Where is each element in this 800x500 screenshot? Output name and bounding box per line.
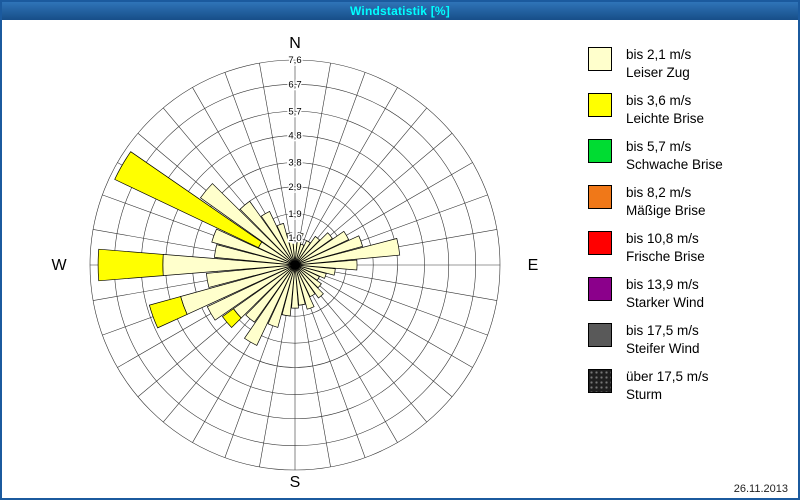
windrose-petal xyxy=(286,232,296,266)
legend-item-8: über 17,5 m/s Sturm xyxy=(588,368,723,404)
legend-speed-range: bis 17,5 m/s xyxy=(626,323,699,338)
legend-speed-range: bis 10,8 m/s xyxy=(626,231,699,246)
windrose-petal xyxy=(294,230,350,266)
windrose-petal xyxy=(292,237,298,266)
ring-tick-label: 7,6 xyxy=(288,55,301,66)
legend: bis 2,1 m/s Leiser Zug bis 3,6 m/s Leichte … xyxy=(588,46,723,414)
windrose-petal xyxy=(206,264,296,321)
ring-tick-label: 4,8 xyxy=(288,131,301,142)
windrose-petal xyxy=(267,264,296,328)
date-label: 26.11.2013 xyxy=(733,483,788,495)
legend-color-swatch xyxy=(588,139,612,163)
windrose-petal xyxy=(114,151,263,249)
grid-spoke xyxy=(259,63,296,266)
legend-label: über 17,5 m/s Sturm xyxy=(626,368,709,404)
legend-wind-name: Frische Brise xyxy=(626,249,705,264)
legend-item-6: bis 13,9 m/s Starker Wind xyxy=(588,276,723,312)
compass-label-n: N xyxy=(289,35,301,52)
ring-tick-label: 2,9 xyxy=(288,182,301,193)
legend-color-swatch xyxy=(588,369,612,393)
windrose-petal xyxy=(294,264,322,289)
windrose-petal xyxy=(199,183,296,266)
windrose-petal xyxy=(214,244,296,266)
windrose-petal xyxy=(97,248,164,282)
compass-label-e: E xyxy=(528,257,539,274)
compass-label-w: W xyxy=(51,257,67,274)
legend-speed-range: bis 13,9 m/s xyxy=(626,277,699,292)
grid-spoke xyxy=(294,87,398,266)
legend-label: bis 17,5 m/s Steifer Wind xyxy=(626,322,700,358)
ring-tick-label: 3,8 xyxy=(288,158,301,169)
ring-tick-label: 1,0 xyxy=(288,233,301,244)
windrose-petal xyxy=(245,264,296,323)
legend-label: bis 3,6 m/s Leichte Brise xyxy=(626,92,704,128)
windrose-petal xyxy=(291,264,299,309)
legend-color-swatch xyxy=(588,323,612,347)
ring-tick-label: 1,9 xyxy=(288,209,301,220)
ring-tick-label: 6,7 xyxy=(288,79,301,90)
legend-label: bis 2,1 m/s Leiser Zug xyxy=(626,46,691,82)
ring-tick-label: 5,7 xyxy=(288,106,301,117)
legend-wind-name: Schwache Brise xyxy=(626,157,723,172)
legend-speed-range: über 17,5 m/s xyxy=(626,369,709,384)
windrose-petal xyxy=(243,264,296,346)
grid-spoke xyxy=(294,72,366,266)
legend-item-4: bis 8,2 m/s Mäßige Brise xyxy=(588,184,723,220)
legend-item-3: bis 5,7 m/s Schwache Brise xyxy=(588,138,723,174)
grid-spoke xyxy=(294,264,453,397)
legend-wind-name: Sturm xyxy=(626,387,663,402)
windrose-petal xyxy=(294,235,321,266)
windrose-petal xyxy=(276,222,296,266)
legend-color-swatch xyxy=(588,93,612,117)
legend-speed-range: bis 8,2 m/s xyxy=(626,185,692,200)
windrose-petal xyxy=(294,264,315,310)
legend-label: bis 13,9 m/s Starker Wind xyxy=(626,276,704,312)
legend-color-swatch xyxy=(588,185,612,209)
windrose-petal xyxy=(294,264,306,306)
windrose-petal xyxy=(294,235,364,266)
legend-wind-name: Leichte Brise xyxy=(626,111,705,126)
grid-spoke xyxy=(294,63,331,266)
legend-label: bis 5,7 m/s Schwache Brise xyxy=(626,138,723,174)
windrose-petal xyxy=(148,296,188,329)
legend-wind-name: Mäßige Brise xyxy=(626,203,706,218)
windrose-petal xyxy=(239,200,296,266)
windrose-petal xyxy=(294,259,358,271)
legend-color-swatch xyxy=(588,277,612,301)
grid-spoke xyxy=(294,264,488,336)
legend-color-swatch xyxy=(588,231,612,255)
window-title: Windstatistik [%] xyxy=(350,4,450,18)
windrose-petal xyxy=(294,240,311,266)
windrose-petal xyxy=(294,264,316,298)
legend-item-5: bis 10,8 m/s Frische Brise xyxy=(588,230,723,266)
legend-item-2: bis 3,6 m/s Leichte Brise xyxy=(588,92,723,128)
legend-item-1: bis 2,1 m/s Leiser Zug xyxy=(588,46,723,82)
windrose-petal xyxy=(260,210,296,266)
legend-wind-name: Steifer Wind xyxy=(626,341,700,356)
windrose-petal xyxy=(294,264,324,299)
compass-label-s: S xyxy=(290,474,301,491)
legend-speed-range: bis 2,1 m/s xyxy=(626,47,692,62)
windrose-petal xyxy=(294,238,401,266)
legend-speed-range: bis 5,7 m/s xyxy=(626,139,692,154)
grid-spoke xyxy=(294,264,473,368)
windrose-petal xyxy=(294,232,333,266)
title-bar: Windstatistik [%] xyxy=(2,2,798,20)
legend-wind-name: Leiser Zug xyxy=(626,65,690,80)
legend-speed-range: bis 3,6 m/s xyxy=(626,93,692,108)
windrose-petal xyxy=(221,308,242,328)
legend-wind-name: Starker Wind xyxy=(626,295,705,310)
legend-color-swatch xyxy=(588,47,612,71)
legend-label: bis 8,2 m/s Mäßige Brise xyxy=(626,184,706,220)
windrose-petal xyxy=(294,264,320,281)
legend-item-7: bis 17,5 m/s Steifer Wind xyxy=(588,322,723,358)
windrose-chart: 1,0 1,9 2,9 3,8 4,8 5,7 6,7 7,6 N S W E xyxy=(51,35,539,491)
windrose-petal xyxy=(211,228,296,266)
legend-label: bis 10,8 m/s Frische Brise xyxy=(626,230,705,266)
windrose-petal xyxy=(205,264,296,288)
